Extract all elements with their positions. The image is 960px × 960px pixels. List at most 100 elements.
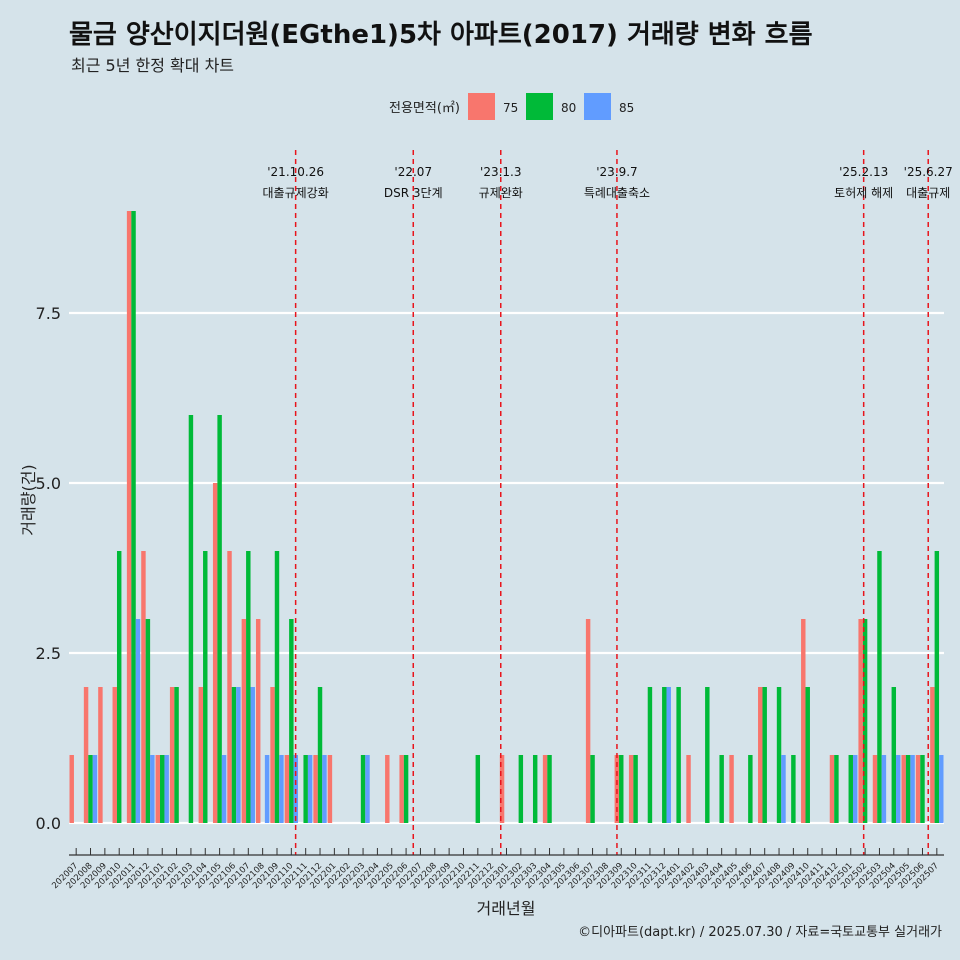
bar-75-202112 bbox=[313, 755, 318, 823]
bar-85-202011 bbox=[135, 619, 141, 823]
bar-80-202303 bbox=[532, 755, 538, 823]
legend: 전용면적(㎡) 75 80 85 bbox=[389, 93, 634, 120]
bar-75-202109 bbox=[270, 687, 275, 823]
bar-75-202402 bbox=[686, 755, 691, 823]
bar-80-202107 bbox=[246, 551, 251, 823]
bar-75-202412 bbox=[829, 755, 835, 823]
bar-80-202312 bbox=[662, 687, 667, 823]
y-tick-label: 7.5 bbox=[36, 304, 61, 323]
legend-label-75: 75 bbox=[503, 101, 518, 115]
bar-80-202302 bbox=[518, 755, 524, 823]
y-axis: 0.0 2.5 5.0 7.5 bbox=[36, 304, 61, 833]
bar-80-202310 bbox=[633, 755, 638, 823]
source-credit: ©디아파트(dapt.kr) / 2025.07.30 / 자료=국토교통부 실… bbox=[578, 925, 942, 940]
event-label: 대출규제 bbox=[906, 186, 950, 200]
legend-swatch-80 bbox=[526, 93, 553, 120]
bar-85-202408 bbox=[781, 755, 786, 823]
bar-80-202311 bbox=[647, 687, 653, 823]
event-date: '25.2.13 bbox=[839, 165, 888, 179]
legend-label-80: 80 bbox=[561, 101, 576, 115]
bar-75-202507 bbox=[930, 687, 935, 823]
bar-85-202504 bbox=[896, 755, 901, 823]
bar-75-202107 bbox=[241, 619, 247, 823]
x-axis: 2020072020082020092020102020112020122021… bbox=[50, 848, 944, 891]
bar-75-202012 bbox=[141, 551, 146, 823]
bar-80-202112 bbox=[317, 687, 323, 823]
bar-85-202505 bbox=[910, 755, 915, 823]
chart-title: 물금 양산이지더원(EGthe1)5차 아파트(2017) 거래량 변화 흐름 bbox=[69, 20, 813, 50]
bar-85-202109 bbox=[279, 755, 284, 823]
bar-80-202203 bbox=[360, 755, 366, 823]
bar-85-202101 bbox=[164, 755, 169, 823]
bar-80-202206 bbox=[403, 755, 409, 823]
bar-80-202407 bbox=[762, 687, 767, 823]
bar-75-202008 bbox=[83, 687, 89, 823]
event-label: 대출규제강화 bbox=[263, 186, 329, 200]
bar-75-202503 bbox=[872, 755, 878, 823]
y-axis-label: 거래량(건) bbox=[19, 464, 38, 535]
bar-80-202111 bbox=[303, 755, 308, 823]
bar-75-202301 bbox=[499, 755, 505, 823]
y-tick-label: 0.0 bbox=[36, 814, 61, 833]
bar-85-202111 bbox=[307, 755, 313, 823]
bar-75-202410 bbox=[801, 619, 806, 823]
event-date: '25.6.27 bbox=[904, 165, 953, 179]
bar-80-202412 bbox=[834, 755, 839, 823]
bar-80-202008 bbox=[88, 755, 93, 823]
bar-80-202505 bbox=[905, 755, 911, 823]
bar-85-202012 bbox=[150, 755, 155, 823]
legend-swatch-85 bbox=[584, 93, 611, 120]
bar-75-202009 bbox=[98, 687, 103, 823]
bar-85-202106 bbox=[236, 687, 241, 823]
bar-80-202504 bbox=[891, 687, 897, 823]
event-date: '22.07 bbox=[394, 165, 432, 179]
bar-85-202507 bbox=[939, 755, 944, 823]
bar-75-202010 bbox=[112, 687, 117, 823]
event-label: 규제완화 bbox=[479, 186, 523, 200]
y-tick-label: 2.5 bbox=[36, 644, 61, 663]
bar-80-202404 bbox=[719, 755, 724, 823]
event-label: 토허제 해제 bbox=[834, 186, 893, 200]
bar-80-202105 bbox=[217, 415, 222, 823]
bar-75-202304 bbox=[542, 755, 548, 823]
legend-swatch-75 bbox=[468, 93, 495, 120]
bar-75-202108 bbox=[255, 619, 261, 823]
event-date: '21.10.26 bbox=[267, 165, 324, 179]
bar-80-202406 bbox=[748, 755, 753, 823]
legend-title: 전용면적(㎡) bbox=[389, 101, 460, 116]
bar-80-202109 bbox=[274, 551, 280, 823]
bar-75-202007 bbox=[69, 755, 74, 823]
bar-80-202010 bbox=[116, 551, 122, 823]
bar-80-202403 bbox=[705, 687, 710, 823]
bar-75-202201 bbox=[327, 755, 333, 823]
x-axis-label: 거래년월 bbox=[477, 899, 536, 918]
bar-75-202505 bbox=[901, 755, 906, 823]
bar-80-202506 bbox=[920, 755, 925, 823]
bar-80-202102 bbox=[174, 687, 179, 823]
bar-80-202110 bbox=[289, 619, 294, 823]
bar-80-202104 bbox=[203, 551, 208, 823]
bar-75-202506 bbox=[915, 755, 921, 823]
bar-75-202102 bbox=[169, 687, 175, 823]
bar-75-202101 bbox=[155, 755, 161, 823]
bar-80-202012 bbox=[145, 619, 151, 823]
bar-80-202507 bbox=[934, 551, 940, 823]
bar-85-202008 bbox=[92, 755, 98, 823]
bar-80-202409 bbox=[791, 755, 796, 823]
bar-85-202503 bbox=[881, 755, 887, 823]
bar-75-202106 bbox=[227, 551, 232, 823]
bar-80-202502 bbox=[862, 619, 868, 823]
y-tick-label: 5.0 bbox=[36, 474, 61, 493]
chart-subtitle: 최근 5년 한정 확대 차트 bbox=[71, 56, 235, 75]
bar-80-202307 bbox=[590, 755, 595, 823]
bar-80-202103 bbox=[188, 415, 194, 823]
bar-80-202304 bbox=[547, 755, 552, 823]
bar-85-202312 bbox=[666, 687, 671, 823]
bar-75-202110 bbox=[284, 755, 290, 823]
bar-85-202108 bbox=[264, 755, 270, 823]
bar-80-202410 bbox=[805, 687, 810, 823]
bar-75-202310 bbox=[628, 755, 634, 823]
event-date: '23.9.7 bbox=[596, 165, 637, 179]
